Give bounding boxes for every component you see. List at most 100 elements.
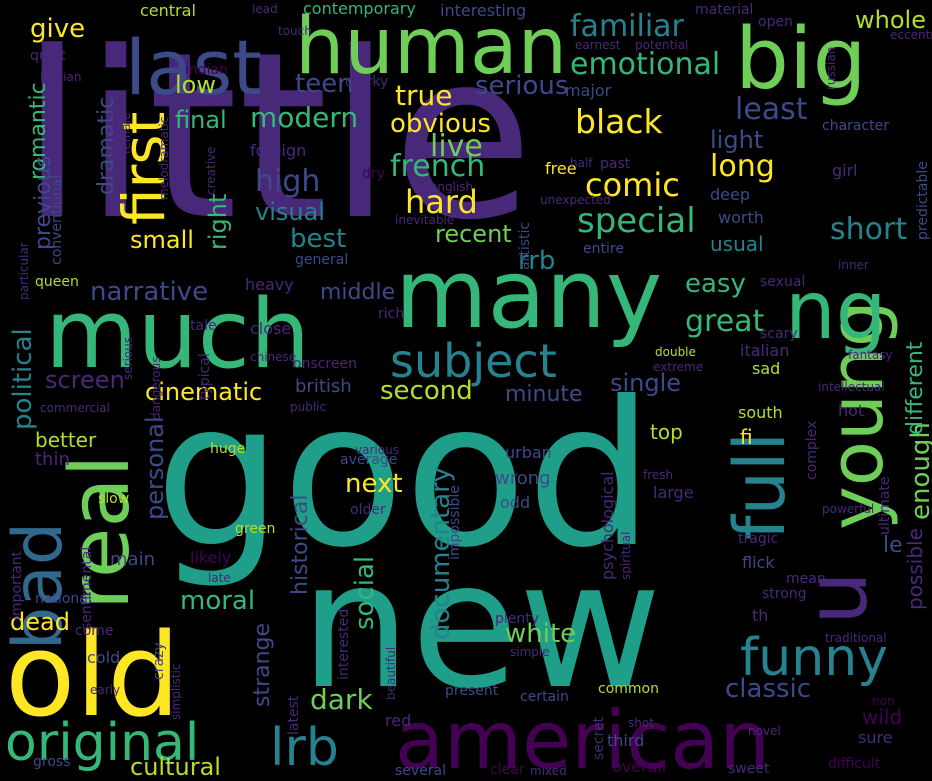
word-dry: dry <box>362 166 385 183</box>
word-social: social <box>350 555 380 630</box>
word-ng: ng <box>785 264 887 358</box>
word-slow: slow <box>98 491 130 508</box>
word-least: least <box>735 92 808 128</box>
word-low: low <box>175 70 216 99</box>
word-close: close <box>250 319 292 339</box>
word-little: little <box>20 4 534 272</box>
word-creative: creative <box>204 146 218 195</box>
word-fantasy: fantasy <box>848 347 893 362</box>
word-middle: middle <box>320 279 396 305</box>
word-third: third <box>607 731 645 751</box>
word-urban: urban <box>505 443 552 463</box>
word-minute: minute <box>505 381 583 407</box>
word-ultimate: ultimate <box>877 476 893 535</box>
word-cold: cold <box>87 648 121 668</box>
word-common: common <box>598 681 659 698</box>
word-predictable: predictable <box>915 161 931 240</box>
word-visual: visual <box>255 197 325 226</box>
word-black: black <box>575 101 663 141</box>
word-sweet: sweet <box>728 761 770 778</box>
word-important: important <box>9 550 25 620</box>
word-different: different <box>903 341 928 435</box>
word-usual: usual <box>710 231 764 256</box>
word-great: great <box>685 304 765 340</box>
word-complex: complex <box>804 420 820 480</box>
word-artistic: artistic <box>517 221 533 270</box>
word-many: many <box>395 239 663 350</box>
word-female: female <box>119 112 133 154</box>
word-mixed: mixed <box>530 763 567 778</box>
word-worth: worth <box>718 208 764 228</box>
word-late: late <box>208 570 231 585</box>
word-indian: indian <box>185 62 228 79</box>
word-rrb: rrb <box>518 246 556 277</box>
word-clear: clear <box>490 762 525 779</box>
word-subject: subject <box>390 333 557 388</box>
word-lead: lead <box>252 1 278 16</box>
word-high: high <box>255 164 321 200</box>
word-impossible: impossible <box>447 485 463 560</box>
word-top: top <box>650 419 683 444</box>
word-next: next <box>345 469 403 500</box>
word-quirky: quirky <box>345 74 389 91</box>
word-dangerous: dangerous <box>149 356 163 420</box>
word-spiritual: spiritual <box>619 531 633 580</box>
word-white: white <box>505 619 577 650</box>
word-potential: potential <box>635 37 689 52</box>
word-open: open <box>758 14 793 31</box>
word-better: better <box>35 427 97 452</box>
word-lrb: lrb <box>270 718 339 779</box>
word-contemporary: contemporary <box>303 0 416 19</box>
word-come: come <box>75 623 114 640</box>
word-possible: possible <box>903 528 927 610</box>
word-enough: enough <box>906 422 932 520</box>
word-commercial: commercial <box>40 400 110 415</box>
word-psychological: psychological <box>598 471 617 580</box>
word-tragic: tragic <box>738 531 779 548</box>
word-chinese: chinese <box>250 349 297 364</box>
word-flick: flick <box>742 553 775 573</box>
word-wild: wild <box>862 704 903 729</box>
word-inevitable: inevitable <box>395 212 455 227</box>
word-general: general <box>295 252 349 269</box>
word-inner: inner <box>838 257 869 272</box>
word-beautiful: beautiful <box>384 646 398 700</box>
word-live: live <box>430 129 483 165</box>
word-small: small <box>130 225 194 254</box>
word-old: old <box>5 609 181 744</box>
word-th: th <box>752 606 769 626</box>
word-main: main <box>110 549 155 571</box>
word-english: english <box>430 179 474 194</box>
word-serious: serious <box>121 336 135 380</box>
word-melodramatic: melodramatic <box>157 116 171 200</box>
word-huge: huge <box>210 441 246 458</box>
word-iranian: iranian <box>40 69 82 84</box>
word-recent: recent <box>435 219 512 248</box>
word-extreme: extreme <box>653 359 704 374</box>
word-crazy: crazy <box>151 642 167 680</box>
word-strange: strange <box>250 622 275 707</box>
word-difficult: difficult <box>828 756 881 773</box>
word-familiar: familiar <box>570 9 684 45</box>
word-personal: personal <box>141 416 169 520</box>
word-teen: teen <box>295 69 354 100</box>
word-funny: funny <box>740 628 888 689</box>
word-girl: girl <box>832 161 858 181</box>
word-queen: queen <box>35 274 79 291</box>
word-mean: mean <box>786 571 826 588</box>
word-easy: easy <box>685 269 746 300</box>
word-several: several <box>395 763 447 780</box>
word-major: major <box>565 81 612 101</box>
word-present: present <box>445 683 499 700</box>
word-thin: thin <box>35 449 70 471</box>
word-deep: deep <box>710 185 750 205</box>
word-quiet: quiet <box>30 48 66 65</box>
word-red: red <box>385 711 412 731</box>
word-final: final <box>175 105 227 134</box>
word-typical: typical <box>197 353 213 400</box>
word-italian: italian <box>740 341 790 361</box>
word-south: south <box>738 403 783 423</box>
word-heavy: heavy <box>245 275 294 295</box>
word-double: double <box>655 344 696 359</box>
